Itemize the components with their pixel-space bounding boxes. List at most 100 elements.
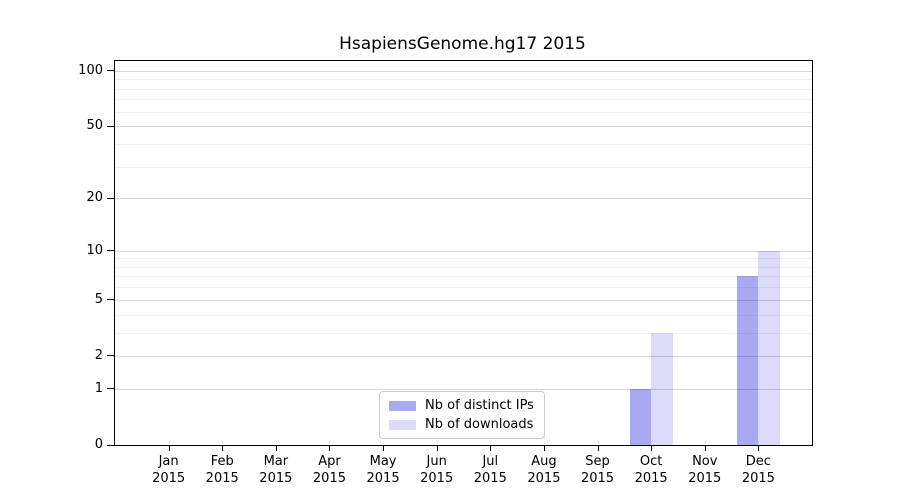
minor-gridline [115,314,812,316]
year-label: 2015 [366,471,400,486]
bar [629,388,652,445]
major-gridline [115,126,812,128]
month-label: May [369,454,397,469]
major-gridline [115,70,812,72]
major-gridline [115,388,812,390]
y-tick [107,125,114,127]
bar [736,276,759,445]
x-tick-label: Dec 2015 [726,453,790,487]
major-gridline [115,198,812,200]
year-label: 2015 [205,471,239,486]
month-label: Jan [158,454,179,469]
y-tick [107,70,114,72]
minor-gridline [115,79,812,81]
y-tick-label: 20 [86,190,103,206]
major-gridline [115,250,812,252]
x-tick [436,446,438,451]
year-label: 2015 [741,471,775,486]
y-tick-label: 10 [86,242,103,258]
y-tick [107,299,114,301]
month-label: Feb [210,454,234,469]
x-tick-label: Aug 2015 [512,453,576,487]
x-tick-label: Jan 2015 [137,453,201,487]
year-label: 2015 [473,471,507,486]
axis-layer: 0 1 2 5 10 20 50 100 Jan 2015 Feb 2015 Mar 2015 Apr 201… [78,61,812,486]
minor-gridline [115,266,812,268]
legend-label: Nb of distinct IPs [425,398,534,413]
legend-label: Nb of downloads [425,417,534,432]
chart-title: HsapiensGenome.hg17 2015 [339,34,586,54]
minor-gridline [115,332,812,334]
x-tick [597,446,599,451]
month-label: Sep [585,454,610,469]
y-tick [107,355,114,357]
minor-gridline [115,276,812,278]
y-tick [107,197,114,199]
x-tick-label: May 2015 [351,453,415,487]
y-tick-label: 0 [94,437,103,452]
plot-area: 0 1 2 5 10 20 50 100 Jan 2015 Feb 2015 Mar 2015 Apr 201… [78,60,813,486]
x-tick [329,446,331,451]
x-tick-label: Mar 2015 [244,453,308,487]
minor-gridline [115,287,812,289]
major-gridline [115,355,812,357]
legend-row: Nb of distinct IPs [389,398,534,413]
month-label: Apr [318,454,341,469]
x-tick [490,446,492,451]
year-label: 2015 [580,471,615,486]
x-tick-label: Feb 2015 [190,453,254,487]
x-tick [651,446,653,451]
x-tick [222,446,224,451]
month-label: Jul [482,454,499,469]
y-tick-label: 100 [78,62,103,78]
bar [758,250,780,445]
x-tick [704,446,706,451]
y-tick [107,388,114,390]
y-tick-label: 1 [94,380,103,396]
year-label: 2015 [688,471,722,486]
x-tick-label: Jun 2015 [405,453,469,487]
minor-gridline [115,258,812,260]
y-tick-label: 50 [86,118,103,134]
year-label: 2015 [152,471,186,486]
y-tick-label: 5 [94,291,103,307]
bars-layer [115,61,812,445]
month-label: Aug [531,454,557,469]
x-tick-label: Oct 2015 [619,453,683,487]
legend-swatch-downloads [389,419,416,430]
x-tick-label: Nov 2015 [673,453,737,487]
minor-gridline [115,166,812,168]
bar [651,332,673,445]
minor-gridline [115,99,812,101]
x-tick-label: Apr 2015 [297,453,361,487]
grid-layer [115,61,812,445]
month-label: Jun [426,454,447,469]
x-tick [168,446,170,451]
minor-gridline [115,88,812,90]
month-label: Mar [263,454,289,469]
legend: Nb of distinct IPs Nb of downloads [379,391,545,439]
x-tick-label: Jul 2015 [458,453,522,487]
year-label: 2015 [312,471,346,486]
month-label: Nov [692,454,718,469]
month-label: Oct [639,454,663,469]
x-tick [383,446,385,451]
year-label: 2015 [527,471,561,486]
year-label: 2015 [259,471,293,486]
x-tick [543,446,545,451]
x-tick [275,446,277,451]
y-tick [107,444,114,446]
minor-gridline [115,143,812,145]
major-gridline [115,299,812,301]
legend-row: Nb of downloads [389,417,534,432]
y-tick [107,250,114,252]
year-label: 2015 [634,471,668,486]
y-tick-label: 2 [94,347,103,363]
minor-gridline [115,111,812,113]
month-label: Dec [745,454,771,469]
legend-swatch-distinct-ips [389,400,416,411]
x-tick [758,446,760,451]
year-label: 2015 [420,471,454,486]
x-tick-label: Sep 2015 [566,453,630,487]
